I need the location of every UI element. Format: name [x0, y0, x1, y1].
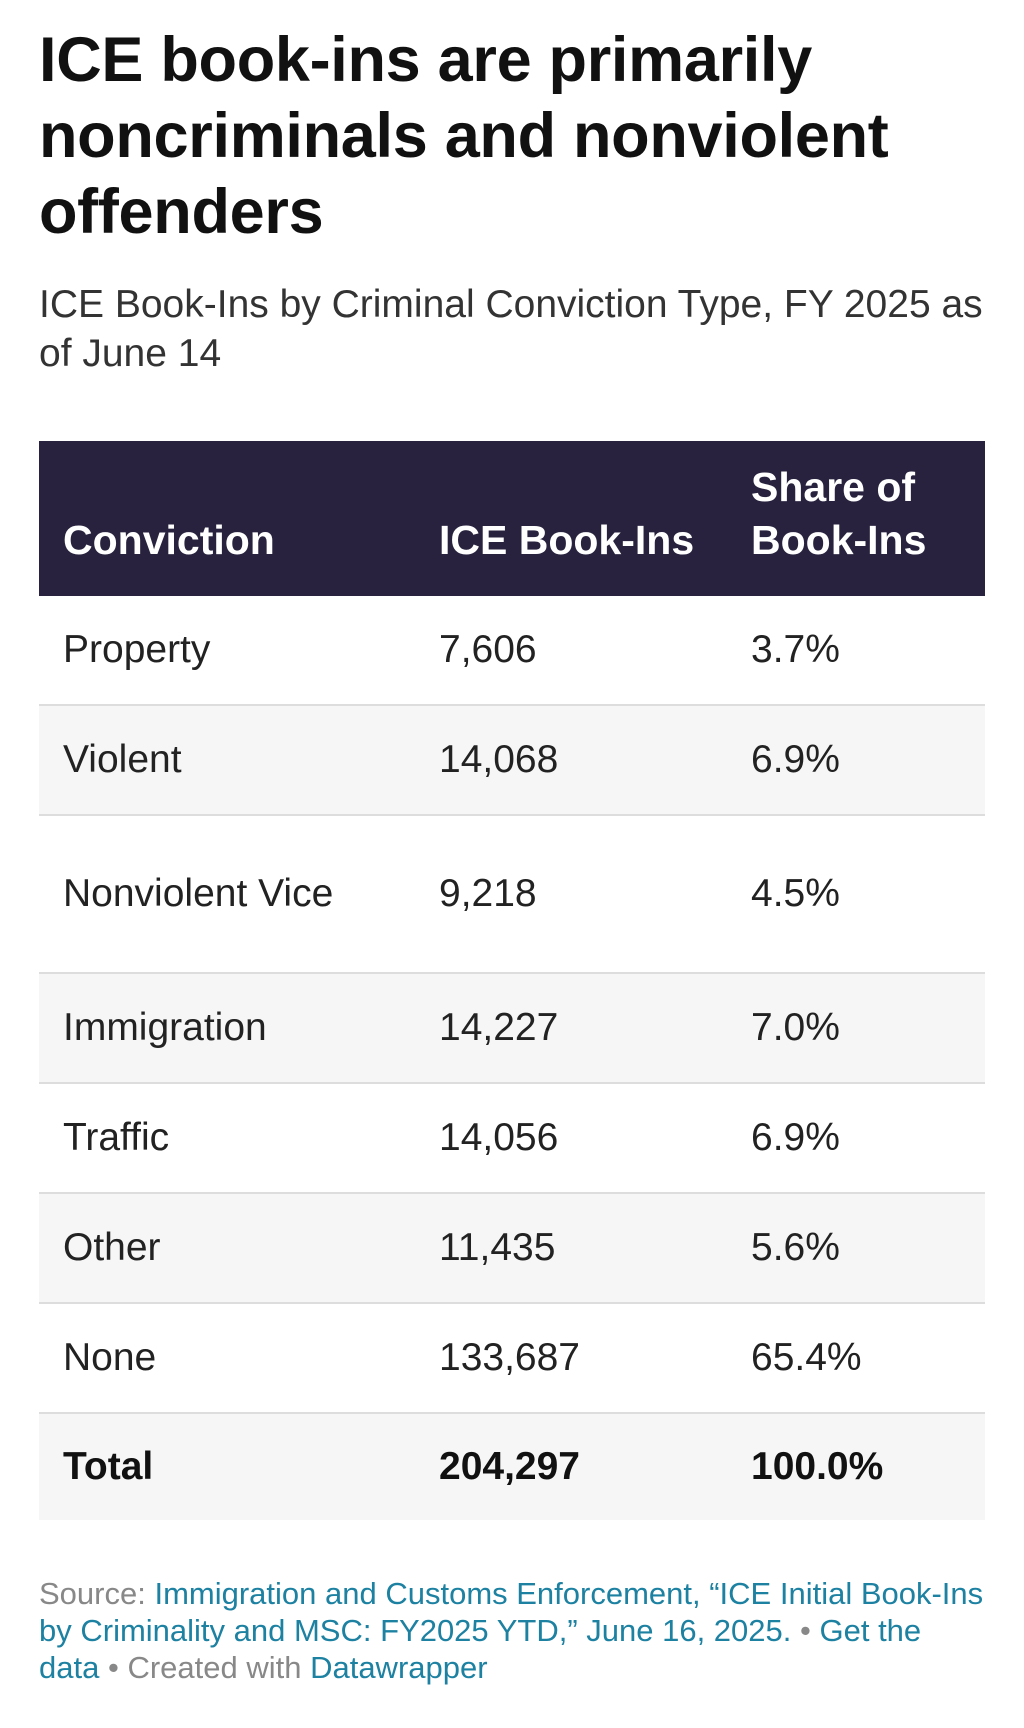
cell-conviction: Traffic: [39, 1083, 415, 1194]
cell-book-ins: 7,606: [415, 594, 727, 706]
cell-share: 65.4%: [727, 1303, 985, 1414]
datawrapper-link[interactable]: Datawrapper: [310, 1650, 488, 1685]
table-row: Violent 14,068 6.9%: [39, 705, 985, 816]
cell-conviction: Immigration: [39, 973, 415, 1084]
table-row: Other 11,435 5.6%: [39, 1193, 985, 1304]
data-table: Conviction ICE Book-Ins Share of Book-In…: [39, 441, 985, 1520]
cell-share: 6.9%: [727, 705, 985, 816]
cell-share: 5.6%: [727, 1193, 985, 1304]
cell-conviction: Other: [39, 1193, 415, 1304]
total-share: 100.0%: [727, 1413, 985, 1520]
table-row: Immigration 14,227 7.0%: [39, 973, 985, 1084]
table-header: Conviction ICE Book-Ins Share of Book-In…: [39, 441, 985, 596]
total-row: Total 204,297 100.0%: [39, 1413, 985, 1520]
table-row: Nonviolent Vice 9,218 4.5%: [39, 815, 985, 974]
footer-separator: •: [99, 1650, 128, 1685]
table-row: Property 7,606 3.7%: [39, 594, 985, 706]
column-header-book-ins[interactable]: ICE Book-Ins: [415, 441, 727, 596]
chart-footer: Source: Immigration and Customs Enforcem…: [39, 1575, 985, 1686]
column-header-share[interactable]: Share of Book-Ins: [727, 441, 985, 596]
cell-share: 6.9%: [727, 1083, 985, 1194]
chart-title: ICE book-ins are primarily noncriminals …: [39, 25, 889, 247]
cell-share: 4.5%: [727, 815, 985, 974]
table-body: Property 7,606 3.7% Violent 14,068 6.9% …: [39, 594, 985, 1520]
cell-book-ins: 14,227: [415, 973, 727, 1084]
cell-book-ins: 14,068: [415, 705, 727, 816]
total-book-ins: 204,297: [415, 1413, 727, 1520]
cell-share: 3.7%: [727, 594, 985, 706]
cell-conviction: Nonviolent Vice: [39, 815, 415, 974]
header-row: Conviction ICE Book-Ins Share of Book-In…: [39, 441, 985, 596]
cell-book-ins: 14,056: [415, 1083, 727, 1194]
total-label: Total: [39, 1413, 415, 1520]
chart-subtitle: ICE Book-Ins by Criminal Conviction Type…: [39, 283, 983, 375]
source-label: Source:: [39, 1576, 155, 1611]
cell-book-ins: 133,687: [415, 1303, 727, 1414]
footer-separator: •: [791, 1613, 820, 1648]
table-row: Traffic 14,056 6.9%: [39, 1083, 985, 1194]
created-with-label: Created with: [127, 1650, 311, 1685]
table-row: None 133,687 65.4%: [39, 1303, 985, 1414]
column-header-conviction[interactable]: Conviction: [39, 441, 415, 596]
cell-book-ins: 9,218: [415, 815, 727, 974]
cell-conviction: Property: [39, 594, 415, 706]
cell-conviction: None: [39, 1303, 415, 1414]
get-data-link[interactable]: Get the data: [39, 1613, 922, 1685]
cell-share: 7.0%: [727, 973, 985, 1084]
source-link[interactable]: Immigration and Customs Enforcement, “IC…: [39, 1576, 984, 1648]
cell-conviction: Violent: [39, 705, 415, 816]
cell-book-ins: 11,435: [415, 1193, 727, 1304]
